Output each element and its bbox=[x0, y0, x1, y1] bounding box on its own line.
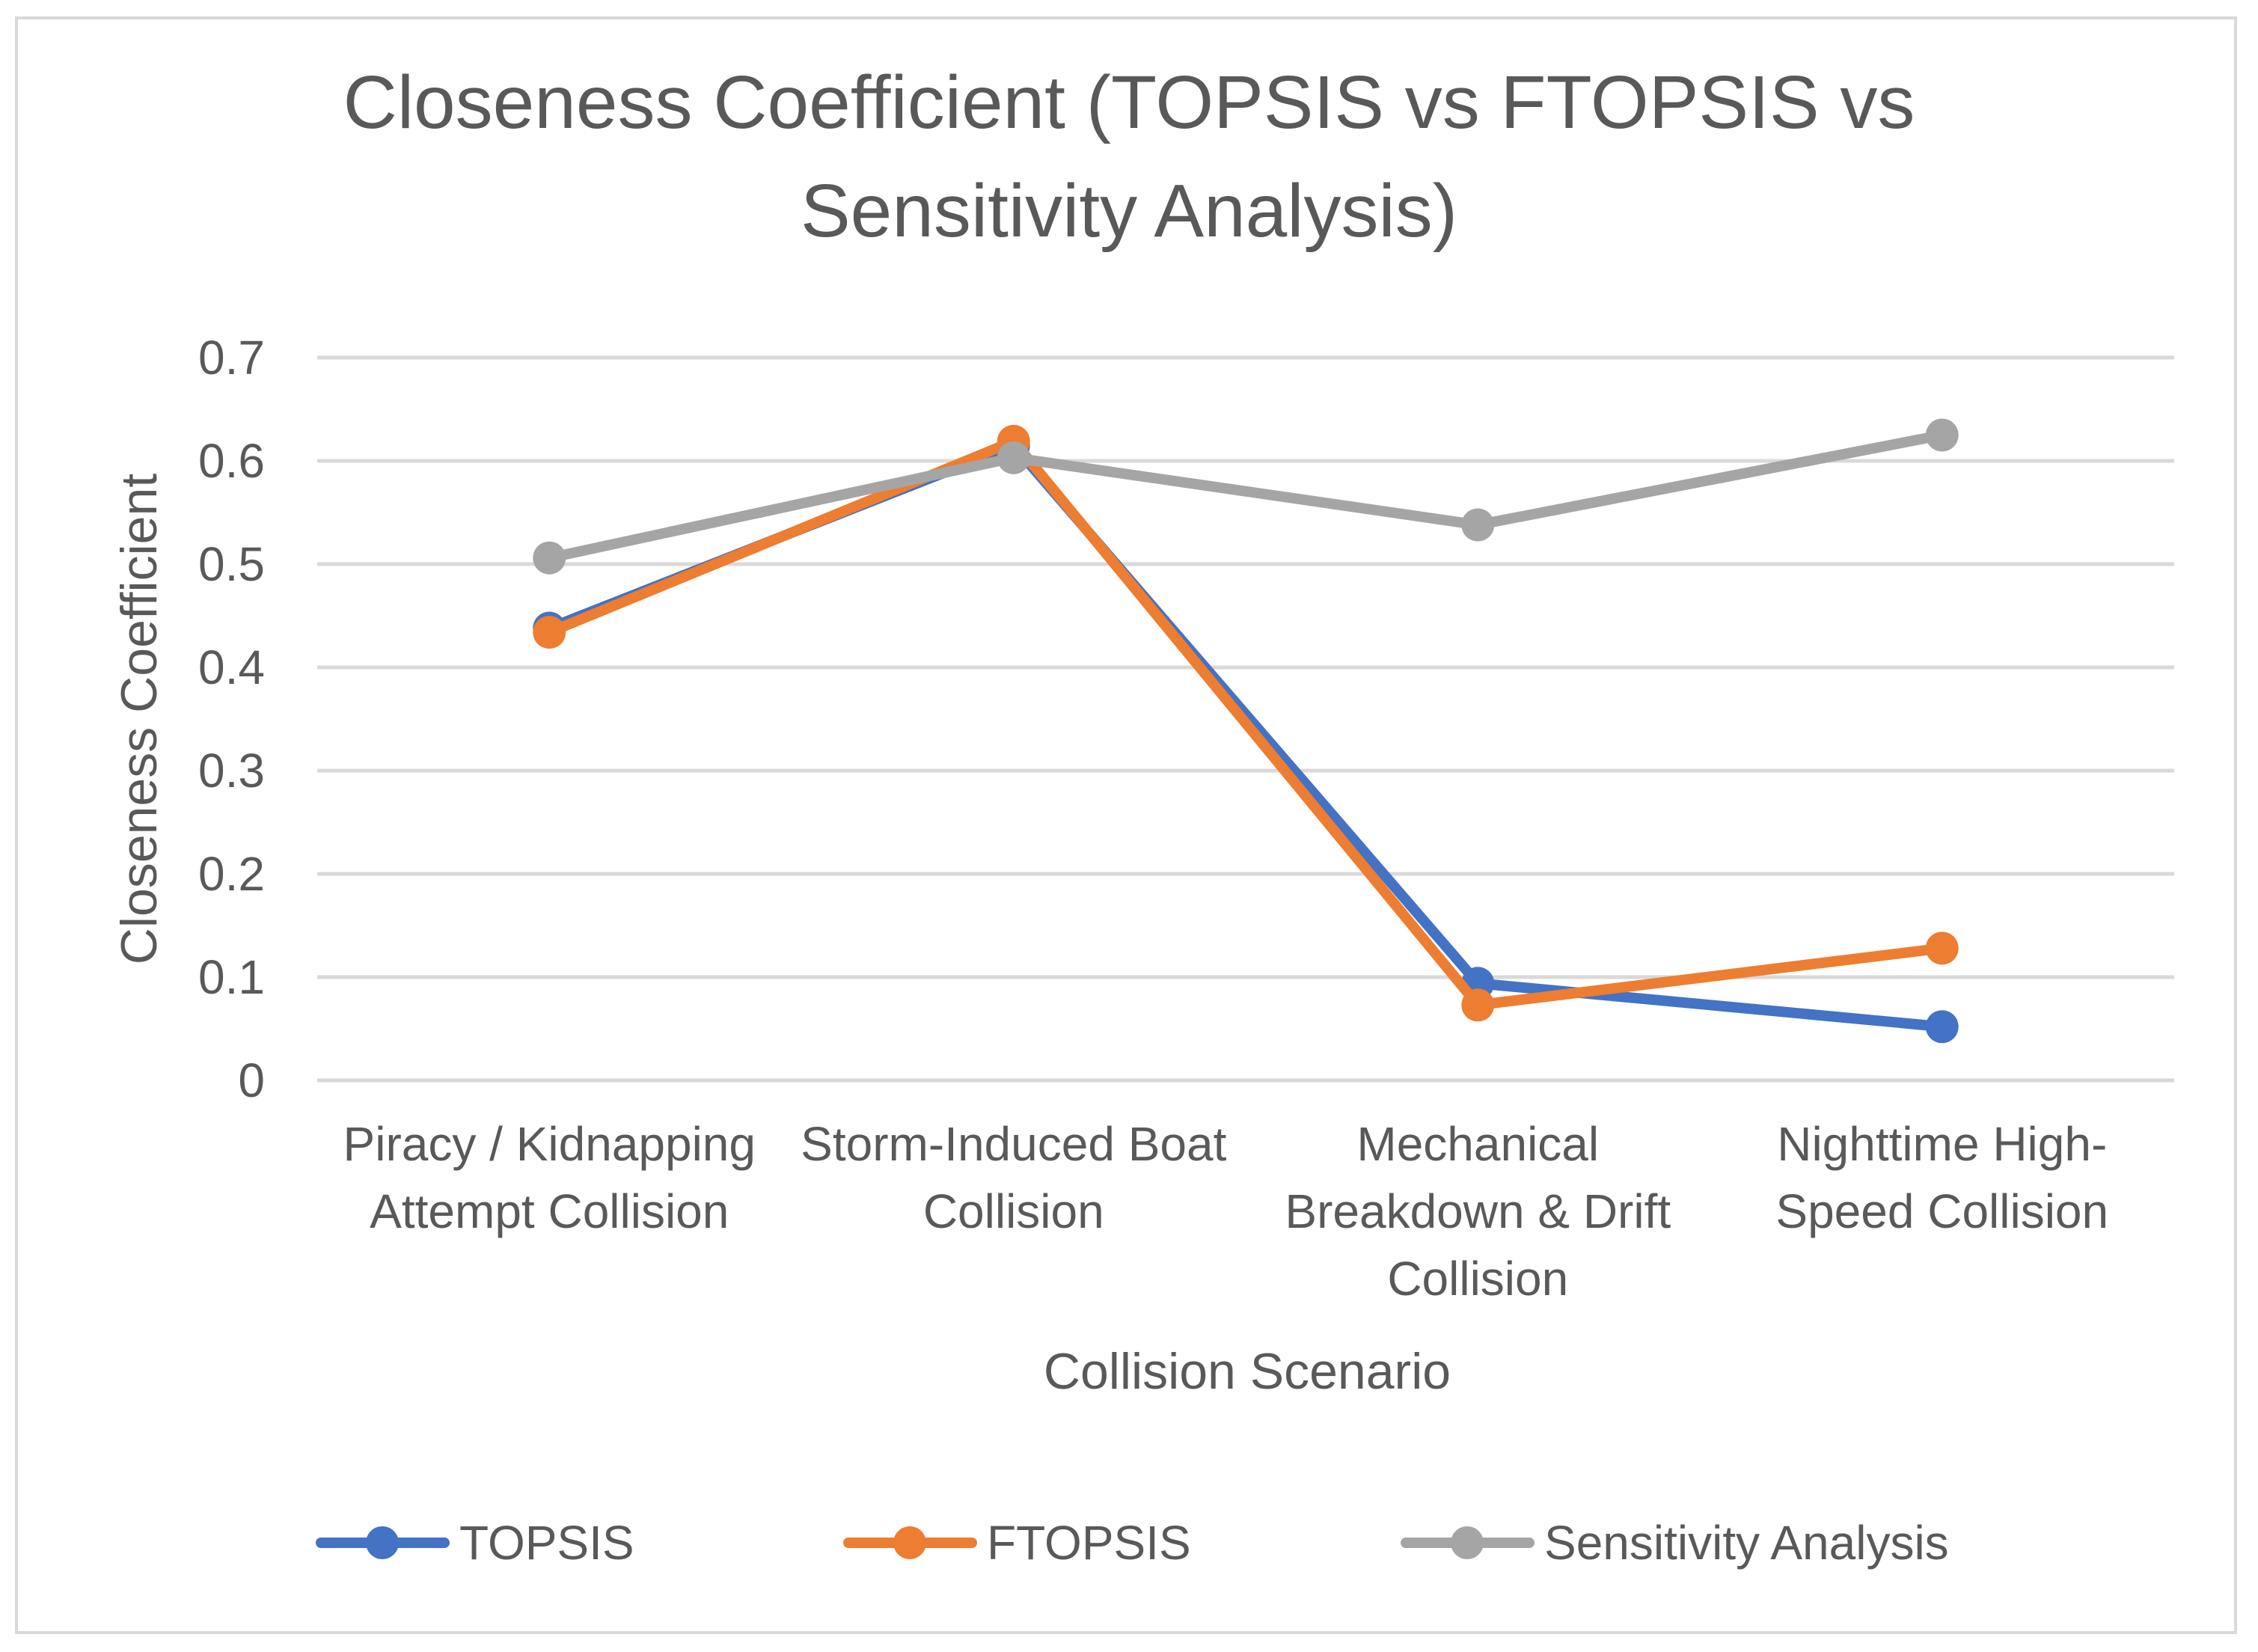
chart-frame: Closeness Coefficient (TOPSIS vs FTOPSIS… bbox=[15, 16, 2237, 1634]
data-point bbox=[1461, 508, 1495, 542]
series-group bbox=[533, 418, 1959, 1044]
y-axis-ticks: 0 0.1 0.2 0.3 0.4 0.5 0.6 0.7 bbox=[198, 331, 265, 1107]
x-tick-label-line: Breakdown & Drift bbox=[1285, 1184, 1671, 1238]
chart-title: Closeness Coefficient (TOPSIS vs FTOPSIS… bbox=[343, 61, 1915, 253]
x-tick-label-line: Collision bbox=[923, 1184, 1104, 1238]
y-tick-label: 0.4 bbox=[198, 640, 265, 694]
legend-marker bbox=[1451, 1526, 1484, 1559]
legend-item: FTOPSIS bbox=[843, 1516, 1191, 1570]
x-tick-label: Nighttime High- Speed Collision bbox=[1775, 1117, 2108, 1238]
chart: Closeness Coefficient (TOPSIS vs FTOPSIS… bbox=[111, 61, 2174, 1570]
chart-title-line: Closeness Coefficient (TOPSIS vs FTOPSIS… bbox=[343, 61, 1915, 144]
y-axis-label: Closeness Coefficient bbox=[111, 474, 168, 965]
y-tick-label: 0.6 bbox=[198, 434, 265, 488]
legend-label: TOPSIS bbox=[459, 1516, 634, 1570]
x-axis-ticks: Piracy / Kidnapping Attempt Collision Stor… bbox=[343, 1117, 2109, 1306]
series-line bbox=[544, 435, 1948, 1011]
data-point bbox=[533, 616, 566, 649]
gridlines bbox=[317, 355, 2174, 1083]
y-tick-label: 0.1 bbox=[198, 950, 265, 1004]
data-point bbox=[1925, 418, 1959, 452]
series-sensitivity-analysis bbox=[533, 418, 1959, 575]
series-ftopsis bbox=[533, 424, 1959, 1022]
x-tick-label-line: Speed Collision bbox=[1775, 1184, 2108, 1238]
series-topsis bbox=[533, 429, 1959, 1044]
series-line bbox=[544, 440, 1948, 1032]
legend-item: Sensitivity Analysis bbox=[1401, 1516, 1949, 1570]
x-tick-label: Piracy / Kidnapping Attempt Collision bbox=[343, 1117, 756, 1238]
data-point bbox=[997, 441, 1030, 474]
x-tick-label-line: Nighttime High- bbox=[1777, 1117, 2107, 1171]
y-tick-label: 0.2 bbox=[198, 847, 265, 901]
x-tick-label-line: Mechanical bbox=[1356, 1117, 1599, 1171]
y-tick-label: 0.7 bbox=[198, 331, 265, 385]
x-axis-label: Collision Scenario bbox=[1044, 1343, 1451, 1400]
y-tick-label: 0.3 bbox=[198, 744, 265, 798]
x-tick-label: Storm-Induced Boat Collision bbox=[801, 1117, 1226, 1238]
legend-marker bbox=[366, 1526, 399, 1559]
legend-label: FTOPSIS bbox=[987, 1516, 1191, 1570]
x-tick-label-line: Storm-Induced Boat bbox=[801, 1117, 1226, 1171]
legend-marker bbox=[893, 1526, 926, 1559]
y-tick-label: 0.5 bbox=[198, 537, 265, 591]
data-point bbox=[533, 541, 566, 575]
legend-item: TOPSIS bbox=[316, 1516, 634, 1570]
legend-label: Sensitivity Analysis bbox=[1544, 1516, 1949, 1570]
x-tick-label-line: Collision bbox=[1387, 1252, 1568, 1306]
data-point bbox=[1461, 988, 1495, 1022]
x-tick-label-line: Attempt Collision bbox=[370, 1184, 729, 1238]
legend: TOPSIS FTOPSIS Sensitivity Analysis bbox=[316, 1516, 1949, 1570]
data-point bbox=[1925, 931, 1959, 965]
chart-title-line: Sensitivity Analysis) bbox=[801, 169, 1457, 253]
data-point bbox=[1925, 1010, 1959, 1044]
series-line bbox=[544, 429, 1948, 563]
y-tick-label: 0 bbox=[238, 1053, 265, 1107]
x-tick-label: Mechanical Breakdown & Drift Collision bbox=[1285, 1117, 1671, 1306]
x-tick-label-line: Piracy / Kidnapping bbox=[343, 1117, 756, 1171]
